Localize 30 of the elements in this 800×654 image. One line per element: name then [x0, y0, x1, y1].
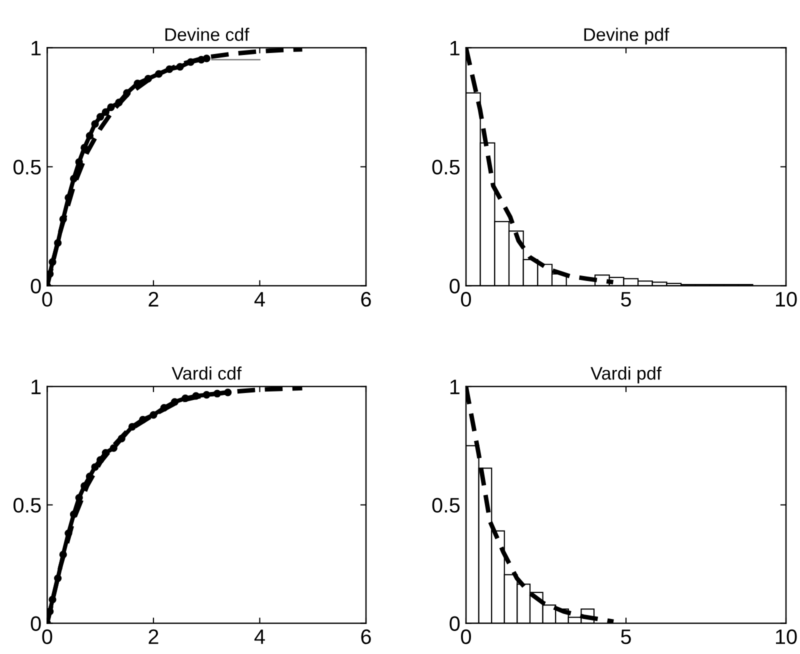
y-tick-label: 0.5: [14, 498, 41, 513]
x-tick-label: 0: [461, 292, 471, 307]
x-tick-label: 0: [461, 629, 471, 644]
y-tick-label: 1: [32, 380, 41, 394]
y-tick-label: 0: [450, 616, 460, 632]
y-tick-label: 0: [450, 278, 460, 294]
chart-title: Devine cdf: [165, 28, 250, 41]
y-tick-label: 1: [450, 380, 460, 394]
x-tick-label: 2: [148, 629, 158, 644]
y-tick-label: 0: [30, 278, 41, 294]
x-tick-label: 0: [42, 292, 52, 307]
y-tick-label: 0.5: [14, 160, 41, 175]
y-tick-label: 0.5: [432, 498, 460, 513]
x-tick-label: 10: [776, 629, 797, 644]
x-tick-label: 6: [361, 629, 371, 644]
x-tick-label: 4: [254, 292, 265, 306]
y-tick-label: 0: [30, 616, 41, 632]
chart-title: Devine pdf: [584, 28, 670, 45]
chart-title: Vardi pdf: [590, 366, 662, 384]
x-tick-label: 5: [621, 630, 631, 644]
x-tick-label: 4: [254, 630, 265, 644]
x-tick-label: 6: [361, 292, 371, 307]
y-tick-label: 1: [32, 40, 41, 56]
x-tick-label: 0: [42, 629, 52, 644]
chart-title: Vardi cdf: [172, 366, 242, 380]
y-tick-label: 0.5: [432, 160, 460, 175]
y-tick-label: 1: [450, 40, 460, 56]
x-tick-label: 5: [621, 292, 631, 307]
x-tick-label: 2: [148, 292, 158, 306]
x-tick-label: 10: [776, 292, 797, 307]
